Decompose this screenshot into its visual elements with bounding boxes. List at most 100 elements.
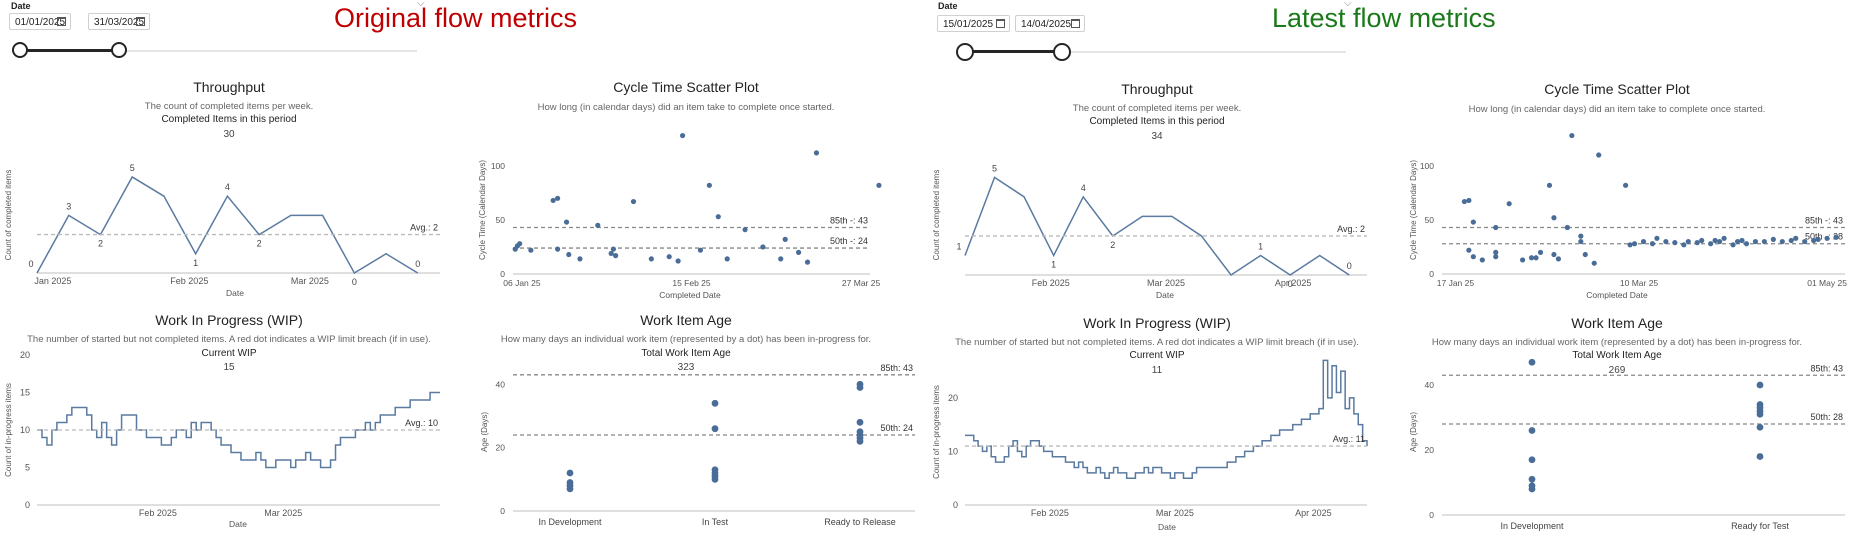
data-point: [613, 253, 619, 259]
kpi-value: 30: [223, 129, 235, 140]
start-date-input[interactable]: 01/01/2025: [9, 13, 71, 30]
chart-subtitle: How many days an individual work item (r…: [500, 334, 872, 345]
data-label: 4: [225, 182, 230, 192]
data-point: [1654, 235, 1660, 241]
y-tick-label: 10: [948, 446, 958, 456]
data-point: [1520, 257, 1526, 263]
date-slider-track[interactable]: [12, 50, 417, 52]
data-point: [1663, 238, 1669, 245]
chart-title: Cycle Time Scatter Plot: [1544, 81, 1690, 97]
y-tick-label: 0: [1429, 510, 1434, 520]
date-slider-track[interactable]: [957, 51, 1346, 53]
data-point: [1479, 257, 1485, 263]
data-point: [724, 256, 730, 262]
data-point: [1824, 235, 1830, 241]
data-point: [1551, 215, 1557, 221]
x-tick-label: 27 Mar 25: [842, 278, 881, 288]
x-tick-label: 06 Jan 25: [503, 278, 541, 288]
data-point: [1528, 456, 1536, 464]
data-point: [1461, 198, 1467, 205]
data-label: 0: [415, 259, 420, 269]
date-slider-end-handle[interactable]: [1053, 43, 1071, 61]
percentile-label: 50th: 28: [1810, 412, 1843, 422]
chart-title: Work Item Age: [1571, 315, 1663, 331]
category-label: In Development: [1500, 521, 1564, 531]
calendar-icon[interactable]: [996, 19, 1005, 28]
calendar-icon[interactable]: [57, 17, 66, 26]
data-label: 1: [956, 241, 961, 251]
x-tick-label: Feb 2025: [170, 276, 208, 286]
data-point: [1578, 233, 1584, 239]
data-point: [1756, 410, 1764, 418]
x-tick-label: Mar 2025: [291, 276, 329, 286]
data-point: [1493, 254, 1499, 260]
data-label: 0: [1347, 261, 1352, 271]
x-axis-label: Date: [1156, 290, 1174, 300]
data-point: [1578, 238, 1584, 245]
data-point: [1493, 249, 1499, 255]
data-label: 5: [130, 163, 135, 173]
start-date-input[interactable]: 15/01/2025: [937, 15, 1010, 32]
data-point: [1694, 240, 1700, 246]
data-point: [1564, 224, 1570, 231]
data-point: [742, 227, 748, 233]
data-point: [1506, 201, 1512, 207]
data-point: [1734, 238, 1741, 245]
data-point: [1596, 152, 1602, 158]
data-point: [856, 437, 864, 445]
y-tick-label: 0: [500, 506, 505, 516]
x-tick-label: 15 Feb 25: [672, 278, 711, 288]
chart-subtitle: The number of started but not completed …: [27, 334, 431, 345]
average-label: Avg.: 11: [1333, 434, 1365, 444]
data-point: [804, 259, 811, 265]
date-slider-end-handle[interactable]: [111, 42, 127, 58]
chevron-down-icon[interactable]: ⌵: [417, 0, 425, 9]
x-tick-label: Feb 2025: [139, 508, 177, 518]
kpi-label: Total Work Item Age: [1572, 350, 1662, 361]
data-point: [1685, 238, 1691, 245]
x-tick-label: Mar 2025: [1147, 278, 1185, 288]
calendar-icon[interactable]: [1071, 19, 1080, 28]
original-flow-metrics-heading: Original flow metrics: [334, 3, 578, 33]
date-slider-start-handle[interactable]: [956, 43, 974, 61]
start-date-value: 01/01/2025: [15, 17, 66, 28]
y-tick-label: 0: [25, 500, 30, 510]
average-label: Avg.: 10: [405, 418, 438, 428]
kpi-value: 323: [677, 362, 695, 373]
data-point: [595, 222, 601, 228]
data-point: [1649, 241, 1656, 247]
y-tick-label: 5: [25, 463, 30, 473]
end-date-input[interactable]: 31/03/2025: [88, 13, 150, 30]
end-date-input[interactable]: 14/04/2025: [1015, 15, 1085, 32]
start-date-value: 15/01/2025: [943, 19, 994, 30]
x-tick-label: 10 Mar 25: [1620, 278, 1659, 288]
data-point: [608, 250, 614, 257]
chart-title: Throughput: [1121, 81, 1193, 97]
chart-title: Work Item Age: [640, 312, 732, 328]
data-label: 2: [1110, 240, 1115, 250]
calendar-icon[interactable]: [136, 17, 145, 26]
date-slider-start-handle[interactable]: [12, 42, 28, 58]
data-point: [1470, 254, 1476, 260]
y-tick-label: 20: [1425, 445, 1435, 455]
percentile-label: 85th: 43: [880, 363, 913, 373]
latest-flow-metrics-heading: Latest flow metrics: [1272, 3, 1496, 33]
chevron-down-icon[interactable]: ⌵: [1344, 0, 1352, 9]
date-filter-label: Date: [938, 1, 958, 11]
data-point: [563, 219, 570, 225]
data-point: [1708, 241, 1714, 247]
kpi-label: Total Work Item Age: [641, 348, 731, 359]
percentile-label: 85th -: 43: [830, 215, 868, 225]
data-point: [876, 182, 882, 188]
y-axis-label: Count of in-progress items: [932, 385, 941, 479]
chart-subtitle: How long (in calendar days) did an item …: [1468, 104, 1766, 115]
x-tick-label: 17 Jan 25: [1437, 278, 1475, 288]
data-point: [675, 258, 681, 264]
data-point: [856, 418, 864, 426]
data-point: [550, 197, 556, 204]
y-tick-label: 40: [1425, 380, 1435, 390]
data-point: [1528, 485, 1536, 493]
y-tick-label: 50: [496, 215, 506, 225]
